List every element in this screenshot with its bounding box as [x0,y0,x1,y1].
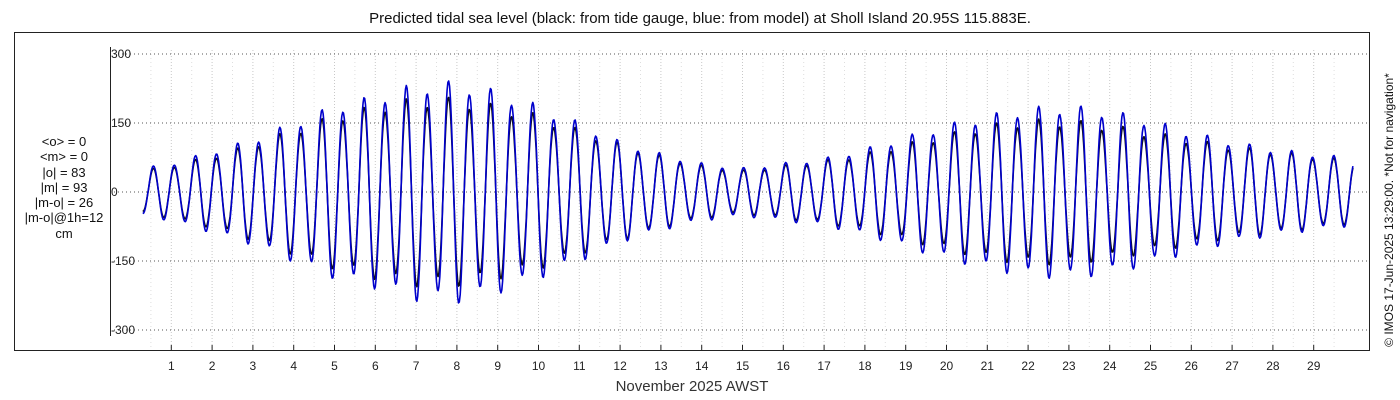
axis-layer [110,47,1369,351]
x-tick-label: 6 [372,359,379,373]
x-tick-label: 11 [573,359,586,373]
stats-unit: cm [55,225,73,241]
stats-panel: <o> = 0 <m> = 0 |o| = 83 |m| = 93 |m-o| … [14,134,114,241]
x-tick-label: 28 [1266,359,1280,373]
x-tick-label: 25 [1144,359,1158,373]
x-tick-label: 4 [290,359,297,373]
stats-abs-observed: |o| = 83 [42,164,86,180]
x-tick-label: 29 [1307,359,1321,373]
stats-mean-observed: <o> = 0 [41,134,87,149]
x-tick-label: 13 [654,359,668,373]
x-tick-label: 22 [1021,359,1035,373]
y-tick-label: 150 [111,116,131,130]
x-tick-label: 14 [695,359,709,373]
y-tick-label: -300 [111,323,135,337]
model-series-line [142,80,1354,304]
x-tick-label: 21 [981,359,995,373]
x-tick-label: 3 [250,359,257,373]
x-tick-label: 17 [817,359,831,373]
x-tick-label: 24 [1103,359,1117,373]
y-tick-label: 0 [111,185,118,199]
x-tick-label: 27 [1225,359,1239,373]
label-layer: 1 2 3 4 5 6 7 8 9 10 11 12 13 14 15 16 17 18 19 20 21 22 23 24 2… [111,47,1321,373]
x-tick-label: 1 [168,359,175,373]
y-tick-label: 300 [111,47,131,61]
x-tick-label: 9 [494,359,501,373]
x-tick-label: 23 [1062,359,1076,373]
x-tick-label: 8 [454,359,461,373]
stats-abs-diff: |m-o| = 26 [34,195,94,211]
x-tick-label: 18 [858,359,872,373]
x-tick-label: 19 [899,359,913,373]
x-tick-label: 5 [331,359,338,373]
x-tick-label: 15 [736,359,750,373]
stats-mean-model: <m> = 0 [39,149,89,165]
x-tick-label: 7 [413,359,420,373]
x-axis-label: November 2025 AWST [616,378,769,395]
chart-title: Predicted tidal sea level (black: from t… [369,10,1031,27]
series-layer [142,80,1354,304]
y-tick-label: -150 [111,254,135,268]
x-tick-label: 16 [777,359,791,373]
x-tick-label: 26 [1185,359,1199,373]
x-tick-label: 20 [940,359,954,373]
x-tick-label: 12 [613,359,627,373]
stats-abs-model: |m| = 93 [40,179,88,195]
x-tick-label: 10 [532,359,546,373]
x-tick-label: 2 [209,359,216,373]
stats-abs-diff-1h: |m-o|@1h=12 [24,210,104,226]
